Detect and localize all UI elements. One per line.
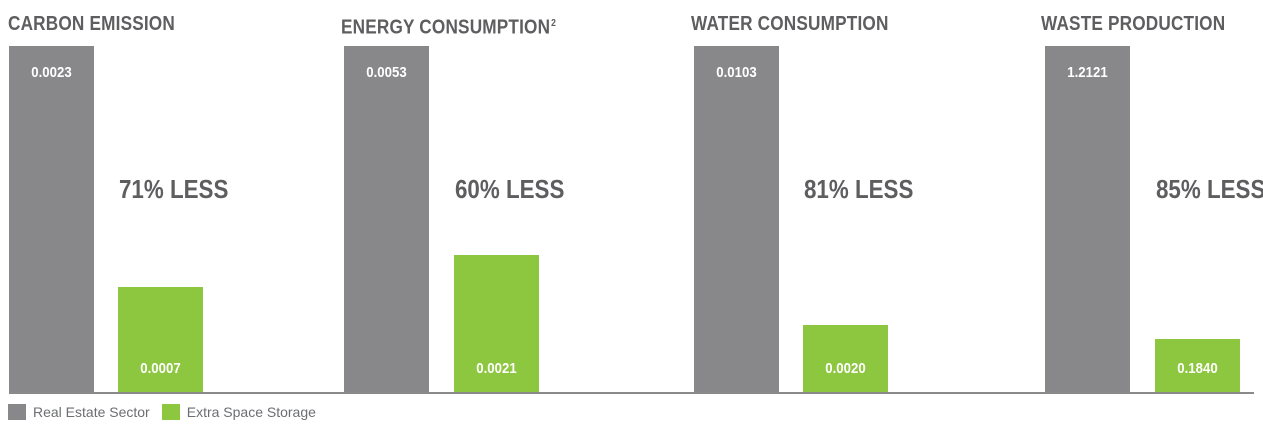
bar-value-label-real-estate-carbon-emission: 0.0023 (31, 64, 72, 81)
panel-title-energy-consumption: ENERGY CONSUMPTION2 (341, 9, 556, 39)
bar-extra-space-carbon-emission (118, 287, 203, 392)
panel-title-waste-production: WASTE PRODUCTION (1041, 9, 1225, 39)
bar-value-label-extra-space-water-consumption: 0.0020 (825, 360, 866, 377)
panel-title-water-consumption: WATER CONSUMPTION (691, 9, 889, 39)
legend-label-extra-space: Extra Space Storage (186, 404, 316, 420)
annotation-less-waste-production: 85% LESS (1156, 174, 1263, 204)
bar-value-label-extra-space-energy-consumption: 0.0021 (476, 360, 517, 377)
chart-baseline (9, 392, 1254, 394)
bar-value-label-extra-space-waste-production: 0.1840 (1177, 360, 1218, 377)
bar-extra-space-water-consumption (803, 325, 888, 392)
bar-extra-space-waste-production (1155, 339, 1240, 392)
bar-extra-space-energy-consumption (454, 255, 539, 392)
panel-title-text: WATER CONSUMPTION (691, 13, 889, 35)
bar-real-estate-water-consumption (694, 46, 779, 392)
legend-label-real-estate: Real Estate Sector (33, 404, 150, 420)
panel-title-text: WASTE PRODUCTION (1041, 13, 1226, 35)
annotation-less-carbon-emission: 71% LESS (119, 174, 229, 204)
annotation-less-energy-consumption: 60% LESS (455, 174, 565, 204)
panel-title-carbon-emission: CARBON EMISSION (8, 9, 175, 39)
legend-item-real-estate: Real Estate Sector (8, 404, 150, 420)
bar-real-estate-energy-consumption (344, 46, 429, 392)
legend: Real Estate Sector Extra Space Storage (8, 403, 328, 421)
bar-real-estate-carbon-emission (9, 46, 94, 392)
bar-value-label-real-estate-waste-production: 1.2121 (1067, 64, 1108, 81)
annotation-less-water-consumption: 81% LESS (804, 174, 914, 204)
bar-value-label-real-estate-water-consumption: 0.0103 (716, 64, 757, 81)
panel-title-text: ENERGY CONSUMPTION (341, 16, 551, 39)
panel-title-text: CARBON EMISSION (8, 13, 175, 35)
bar-real-estate-waste-production (1045, 46, 1130, 392)
panel-title-superscript: 2 (551, 18, 557, 29)
legend-swatch-extra-space (161, 404, 180, 420)
bar-value-label-real-estate-energy-consumption: 0.0053 (366, 64, 407, 81)
legend-item-extra-space: Extra Space Storage (161, 404, 316, 420)
legend-swatch-real-estate (8, 404, 26, 420)
bar-value-label-extra-space-carbon-emission: 0.0007 (140, 360, 181, 377)
